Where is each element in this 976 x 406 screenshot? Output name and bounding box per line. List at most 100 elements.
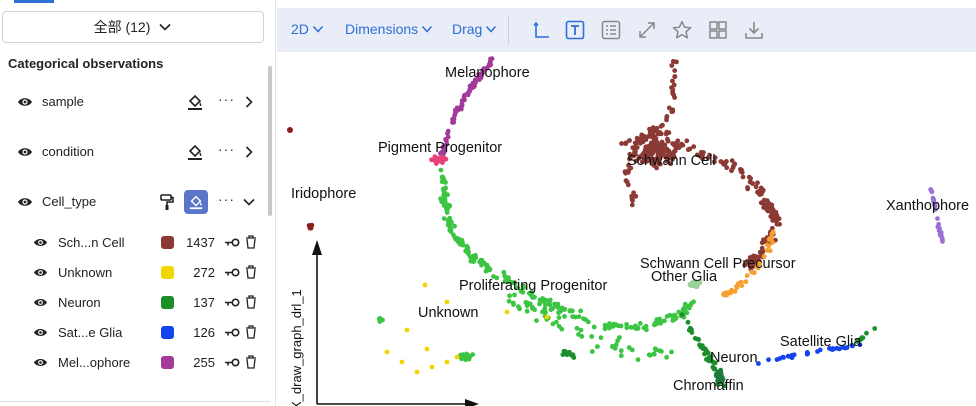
category-row[interactable]: Unknown 272 xyxy=(0,261,266,283)
data-point xyxy=(817,347,823,353)
paint-bucket-icon[interactable] xyxy=(186,143,204,161)
more-options-icon[interactable]: ··· xyxy=(218,141,235,157)
data-point xyxy=(710,364,716,370)
data-point xyxy=(380,317,385,323)
paint-bucket-icon[interactable] xyxy=(186,93,204,111)
more-options-icon[interactable]: ··· xyxy=(218,191,235,207)
trash-icon[interactable] xyxy=(245,235,257,249)
text-labels-icon[interactable] xyxy=(564,19,586,41)
data-point xyxy=(754,264,760,270)
data-point xyxy=(684,138,690,144)
cluster-label: Unknown xyxy=(418,305,478,321)
data-point xyxy=(634,145,640,150)
data-point xyxy=(627,156,632,162)
eye-icon[interactable] xyxy=(33,236,48,249)
data-point xyxy=(556,323,562,329)
data-point xyxy=(467,89,472,94)
data-point xyxy=(857,342,863,348)
category-row[interactable]: Neuron 137 xyxy=(0,291,266,313)
download-icon[interactable] xyxy=(743,19,765,41)
data-point xyxy=(935,216,940,222)
data-point xyxy=(652,346,658,352)
chevron-down-icon[interactable] xyxy=(242,195,256,209)
data-point xyxy=(615,323,621,329)
observation-row-condition[interactable]: condition ··· xyxy=(0,137,266,167)
data-point xyxy=(585,319,591,325)
category-color-swatch[interactable] xyxy=(161,326,174,339)
category-row[interactable]: Sch...n Cell 1437 xyxy=(0,231,266,253)
data-point xyxy=(827,346,833,351)
data-point xyxy=(708,354,714,359)
key-icon[interactable] xyxy=(224,357,240,368)
data-point xyxy=(859,335,865,341)
more-options-icon[interactable]: ··· xyxy=(218,91,235,107)
data-point xyxy=(764,242,770,248)
filter-select[interactable]: 全部 (12) xyxy=(2,11,264,43)
category-color-swatch[interactable] xyxy=(161,266,174,279)
data-point xyxy=(471,84,477,90)
data-point xyxy=(470,253,476,259)
eye-icon[interactable] xyxy=(17,195,33,209)
category-row[interactable]: Mel...ophore 255 xyxy=(0,351,266,373)
data-point xyxy=(622,169,628,175)
panel-scrollbar[interactable] xyxy=(268,66,272,216)
data-point xyxy=(595,344,600,349)
grid-icon[interactable] xyxy=(707,19,729,41)
data-point xyxy=(650,125,656,130)
data-point xyxy=(678,142,684,147)
key-icon[interactable] xyxy=(224,327,240,338)
eye-icon[interactable] xyxy=(33,356,48,369)
scatter-plot-canvas[interactable]: X_draw_graph_drl_1 Melanophore Pigment P… xyxy=(277,52,976,406)
data-point xyxy=(501,269,507,275)
key-icon[interactable] xyxy=(224,267,240,278)
key-icon[interactable] xyxy=(224,297,240,308)
data-point xyxy=(627,151,633,157)
data-point xyxy=(610,324,616,329)
legend-list-icon[interactable] xyxy=(600,19,622,41)
data-point xyxy=(722,383,727,389)
data-point xyxy=(438,151,443,156)
data-point xyxy=(691,299,696,305)
eye-icon[interactable] xyxy=(33,326,48,339)
observation-row-cell-type[interactable]: Cell_type ··· xyxy=(0,187,266,217)
data-point xyxy=(556,310,561,316)
data-point xyxy=(576,314,582,320)
cluster-label: Pigment Progenitor xyxy=(378,140,502,156)
color-by-button[interactable] xyxy=(184,190,208,214)
trash-icon[interactable] xyxy=(245,265,257,279)
data-point xyxy=(444,207,450,213)
data-point xyxy=(729,168,734,174)
data-point xyxy=(669,63,675,68)
interaction-mode-dropdown[interactable]: Drag xyxy=(452,21,497,37)
eye-icon[interactable] xyxy=(33,296,48,309)
data-point xyxy=(770,229,776,235)
trash-icon[interactable] xyxy=(245,355,257,369)
chevron-right-icon[interactable] xyxy=(242,95,256,109)
cluster-label: Iridophore xyxy=(291,186,356,202)
fullscreen-icon[interactable] xyxy=(636,19,658,41)
data-point xyxy=(643,144,649,150)
eye-icon[interactable] xyxy=(17,95,33,109)
data-point xyxy=(440,144,446,150)
eye-icon[interactable] xyxy=(33,266,48,279)
data-point xyxy=(649,141,655,147)
view-mode-dropdown[interactable]: 2D xyxy=(291,21,324,37)
trash-icon[interactable] xyxy=(245,295,257,309)
axes-icon[interactable] xyxy=(530,19,552,41)
category-color-swatch[interactable] xyxy=(161,296,174,309)
chevron-right-icon[interactable] xyxy=(242,145,256,159)
data-point xyxy=(771,214,777,220)
scatter-plot[interactable]: X_draw_graph_drl_1 Melanophore Pigment P… xyxy=(277,52,976,406)
data-point xyxy=(743,279,749,285)
data-point xyxy=(766,207,772,213)
eye-icon[interactable] xyxy=(17,145,33,159)
category-color-swatch[interactable] xyxy=(161,356,174,369)
trash-icon[interactable] xyxy=(245,325,257,339)
category-row[interactable]: Sat...e Glia 126 xyxy=(0,321,266,343)
observation-row-sample[interactable]: sample ··· xyxy=(0,87,266,117)
dimensions-dropdown[interactable]: Dimensions xyxy=(345,21,433,37)
key-icon[interactable] xyxy=(224,237,240,248)
category-color-swatch[interactable] xyxy=(161,236,174,249)
paint-roller-icon[interactable] xyxy=(159,193,175,211)
star-icon[interactable] xyxy=(671,19,693,41)
